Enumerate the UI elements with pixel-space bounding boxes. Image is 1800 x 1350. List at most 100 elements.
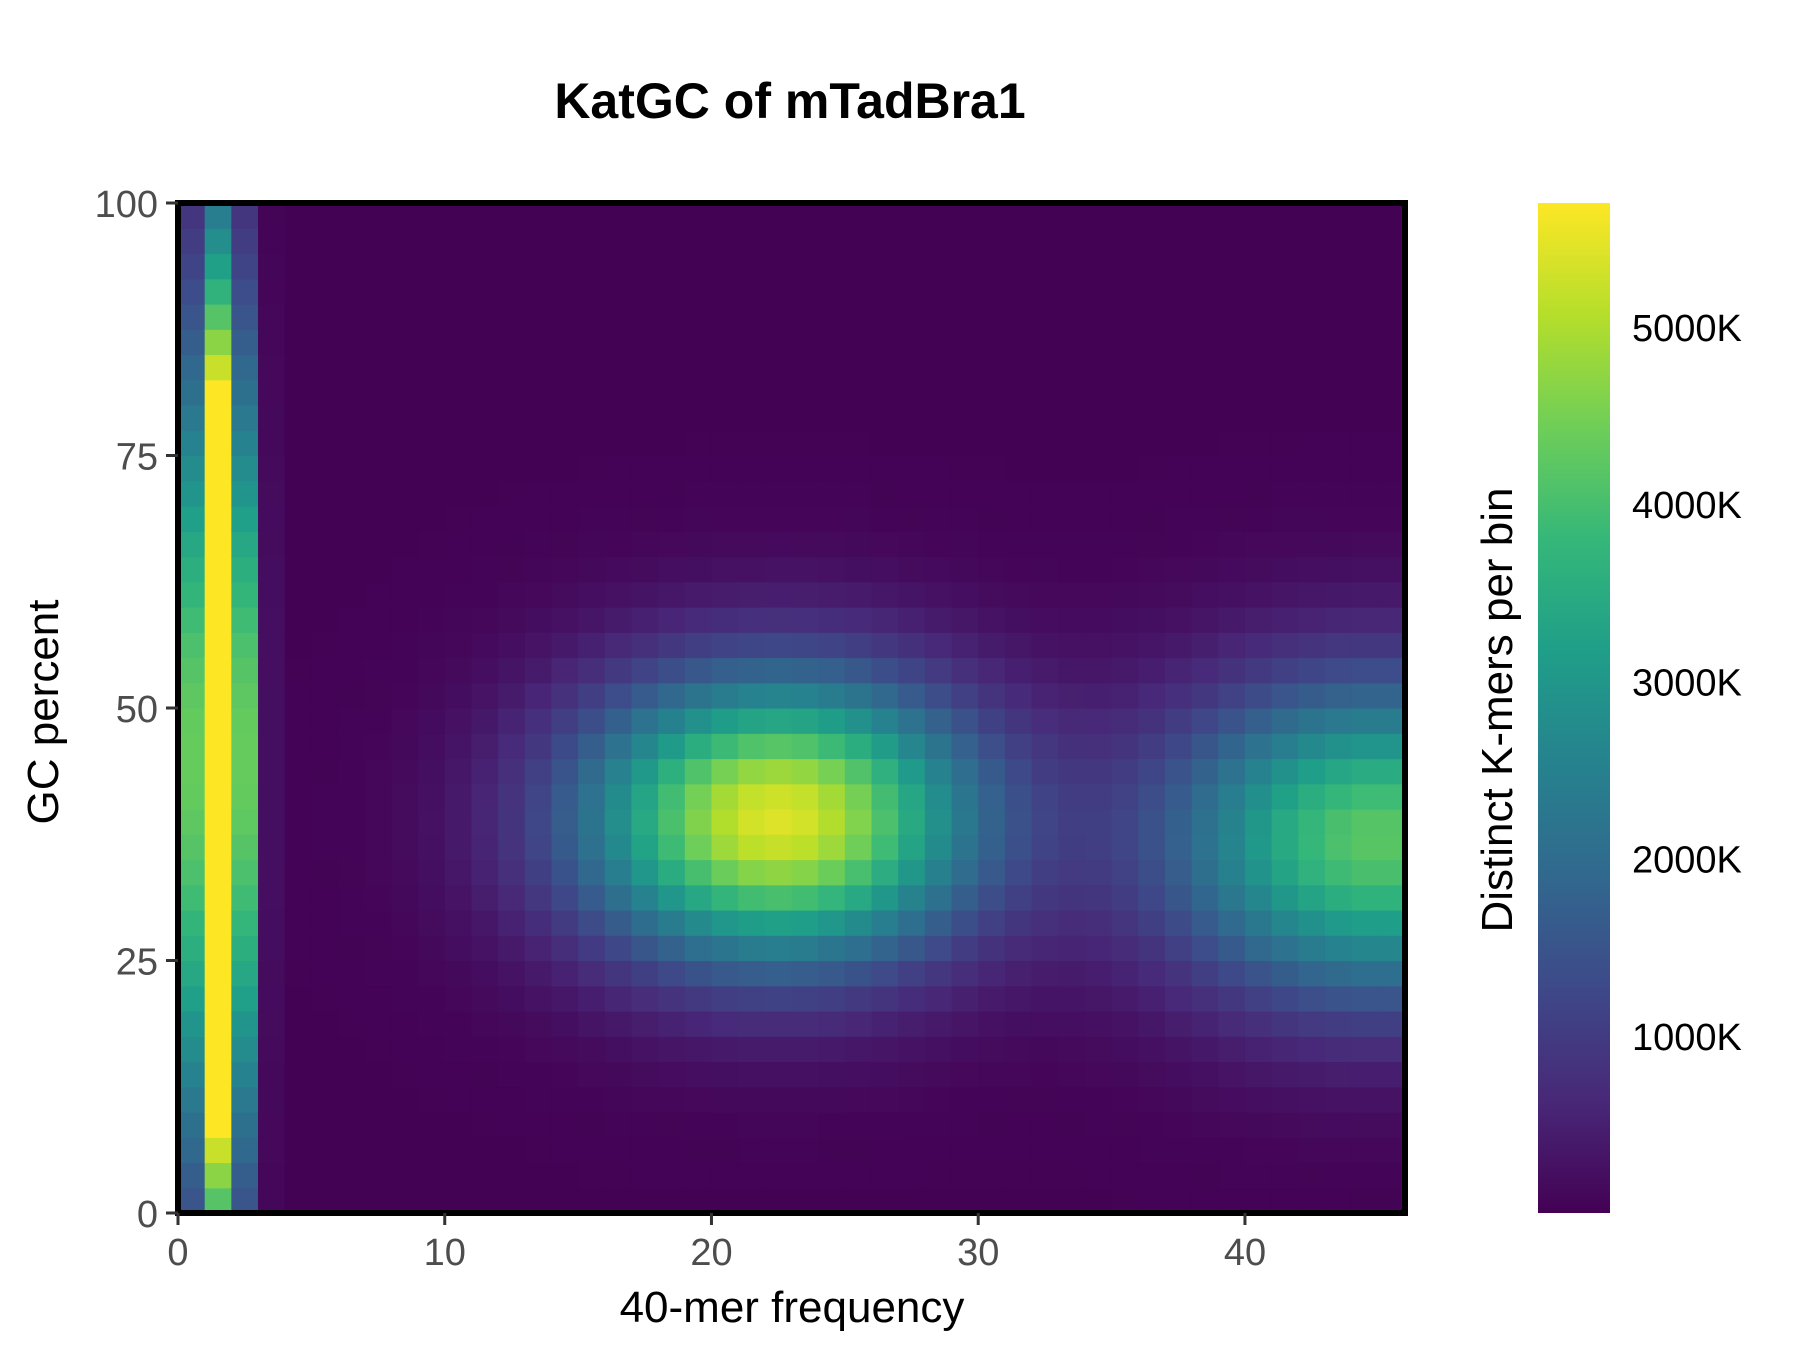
heatmap-cell xyxy=(1111,329,1139,356)
heatmap-cell xyxy=(1351,834,1379,861)
heatmap-cell xyxy=(604,1086,633,1113)
heatmap-cell xyxy=(871,733,899,760)
heatmap-cell xyxy=(1191,253,1219,280)
heatmap-cell xyxy=(178,783,206,810)
heatmap-cell xyxy=(1111,1112,1139,1138)
heatmap-cell xyxy=(711,809,739,835)
heatmap-cell xyxy=(578,783,606,810)
heatmap-cell xyxy=(658,531,686,558)
heatmap-cell xyxy=(1111,1162,1139,1189)
heatmap-cell xyxy=(1218,506,1246,532)
heatmap-cell xyxy=(1164,935,1193,962)
heatmap-cell xyxy=(498,430,526,457)
heatmap-cell xyxy=(1004,632,1033,659)
heatmap-cell xyxy=(444,253,473,280)
heatmap-cell xyxy=(684,985,713,1012)
heatmap-cell xyxy=(231,1187,259,1214)
heatmap-cell xyxy=(338,278,366,305)
heatmap-cell xyxy=(1058,1187,1086,1214)
heatmap-cell xyxy=(524,531,553,558)
heatmap-cell xyxy=(791,935,819,962)
heatmap-cell xyxy=(1324,682,1353,709)
heatmap-cell xyxy=(1084,329,1113,356)
heatmap-cell xyxy=(764,834,793,861)
heatmap-cell xyxy=(578,1086,606,1113)
heatmap-cell xyxy=(364,607,392,633)
heatmap-cell xyxy=(924,1061,953,1088)
heatmap-cell xyxy=(951,556,979,583)
heatmap-cell xyxy=(604,556,633,583)
heatmap-cell xyxy=(1218,203,1246,229)
heatmap-cell xyxy=(391,329,419,356)
heatmap-cell xyxy=(1324,1162,1353,1189)
heatmap-cell xyxy=(738,1086,766,1113)
heatmap-cell xyxy=(311,304,339,330)
heatmap-cell xyxy=(364,379,392,406)
heatmap-cell xyxy=(1244,935,1273,962)
heatmap-cell xyxy=(631,657,659,684)
heatmap-cell xyxy=(418,1061,446,1088)
heatmap-cell xyxy=(978,304,1006,330)
heatmap-cell xyxy=(258,329,286,356)
heatmap-cell xyxy=(1218,632,1246,659)
heatmap-cell xyxy=(684,910,713,936)
heatmap-cell xyxy=(898,834,926,861)
heatmap-cell xyxy=(844,985,873,1012)
heatmap-cell xyxy=(258,1162,286,1189)
heatmap-cell xyxy=(924,859,953,886)
heatmap-cell xyxy=(178,379,206,406)
heatmap-cell xyxy=(178,531,206,558)
heatmap-cell xyxy=(978,354,1006,381)
heatmap-cell xyxy=(471,758,499,785)
heatmap-cell xyxy=(1164,253,1193,280)
heatmap-cell xyxy=(898,682,926,709)
heatmap-cell xyxy=(924,935,953,962)
heatmap-cell xyxy=(738,884,766,911)
heatmap-cell xyxy=(524,758,553,785)
heatmap-cell xyxy=(711,1187,739,1214)
heatmap-cell xyxy=(311,758,339,785)
heatmap-cell xyxy=(951,203,979,229)
x-axis: 0 10 20 30 40 xyxy=(167,1213,1266,1274)
heatmap-cell xyxy=(1218,581,1246,608)
heatmap-cell xyxy=(871,607,899,633)
heatmap-cell xyxy=(684,682,713,709)
heatmap-cell xyxy=(1138,379,1166,406)
heatmap-cell xyxy=(578,405,606,431)
heatmap-cell xyxy=(418,531,446,558)
heatmap-cell xyxy=(578,632,606,659)
heatmap-cell xyxy=(658,1011,686,1037)
heatmap-cell xyxy=(524,1086,553,1113)
heatmap-cell xyxy=(1298,1162,1326,1189)
heatmap-cell xyxy=(284,1112,312,1138)
heatmap-cell xyxy=(871,1112,899,1138)
heatmap-cell xyxy=(1271,632,1299,659)
legend-tick-label: 4000K xyxy=(1632,485,1742,527)
heatmap-cell xyxy=(418,834,446,861)
heatmap-cell xyxy=(711,430,739,457)
heatmap-cell xyxy=(1271,834,1299,861)
heatmap-cell xyxy=(578,1162,606,1189)
heatmap-cell xyxy=(1378,253,1406,280)
heatmap-cell xyxy=(1244,884,1273,911)
heatmap-cell xyxy=(871,632,899,659)
heatmap-cell xyxy=(524,1011,553,1037)
heatmap-cell xyxy=(791,1137,819,1164)
heatmap-cell xyxy=(631,834,659,861)
heatmap-cell xyxy=(418,960,446,987)
heatmap-cell xyxy=(924,708,953,734)
heatmap-cell xyxy=(1218,329,1246,356)
heatmap-cell xyxy=(658,708,686,734)
heatmap-cell xyxy=(1191,405,1219,431)
heatmap-cell xyxy=(818,430,846,457)
heatmap-cell xyxy=(1324,278,1353,305)
heatmap-cell xyxy=(391,480,419,507)
heatmap-cell xyxy=(1031,1011,1059,1037)
heatmap-cell xyxy=(311,506,339,532)
heatmap-cell xyxy=(1244,783,1273,810)
heatmap-cell xyxy=(444,935,473,962)
heatmap-cell xyxy=(951,354,979,381)
heatmap-cell xyxy=(711,329,739,356)
heatmap-cell xyxy=(791,733,819,760)
heatmap-cell xyxy=(1164,1137,1193,1164)
